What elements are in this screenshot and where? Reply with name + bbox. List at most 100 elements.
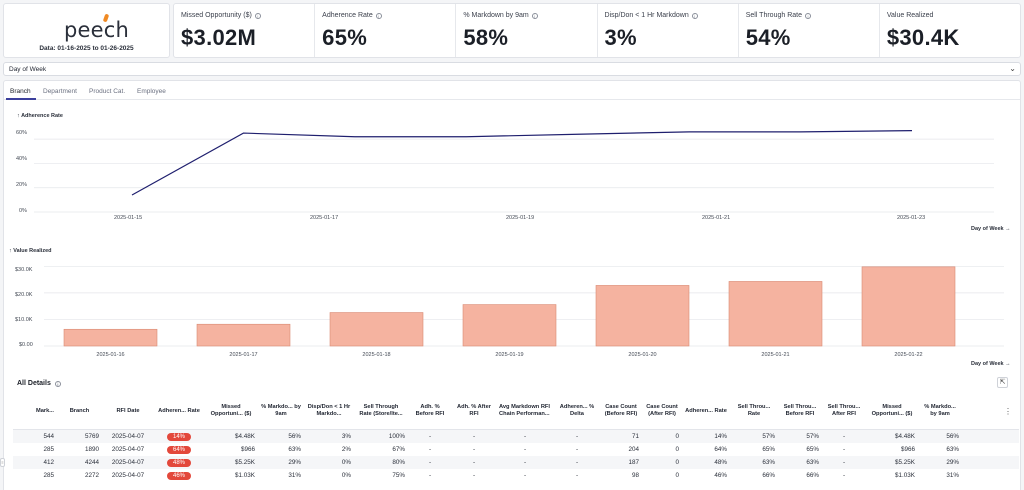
x-tick: 2025-01-20 bbox=[628, 352, 656, 358]
column-header[interactable]: Adheren... Rate bbox=[685, 407, 727, 414]
table-cell: 63% bbox=[288, 446, 301, 453]
table-row[interactable]: 544 5769 2025-04-07 14% $4.48K 56% 3% 100% - - - - 7… bbox=[13, 430, 1019, 443]
table-cell: 2025-04-07 bbox=[111, 446, 145, 453]
table-row[interactable]: 285 2272 2025-04-07 46% $1.03K 31% 0% 75% - - - - 98… bbox=[13, 469, 1019, 482]
y-tick: $20.0K bbox=[15, 292, 33, 298]
column-header[interactable]: Sell Throu... Before RFI bbox=[783, 404, 817, 417]
kpi-missed-opportunity: Missed Opportunity ($) i $3.02M bbox=[174, 4, 314, 57]
brand-logo: peech bbox=[64, 18, 130, 42]
table-cell: 66% bbox=[806, 472, 819, 479]
info-icon[interactable]: i bbox=[375, 12, 382, 19]
adherence-badge: 14% bbox=[166, 432, 191, 441]
column-header[interactable]: Adheren... % Delta bbox=[559, 404, 595, 417]
table-cell: 67% bbox=[392, 446, 405, 453]
table-cell: - bbox=[428, 446, 432, 453]
column-header[interactable]: Branch bbox=[69, 407, 90, 414]
data-point[interactable] bbox=[575, 132, 580, 137]
table-cell: 98 bbox=[631, 472, 639, 479]
x-axis-link[interactable]: Day of Week → bbox=[971, 361, 1011, 367]
line-chart-title[interactable]: ↑ Adherence Rate bbox=[17, 113, 63, 119]
y-tick: $0.00 bbox=[19, 342, 33, 348]
bar[interactable] bbox=[595, 285, 690, 347]
all-details-label: All Details bbox=[17, 380, 51, 387]
table-cell: 46% bbox=[154, 471, 204, 480]
value-realized-bar-chart bbox=[44, 265, 1004, 347]
column-header[interactable]: Case Count (After RFI) bbox=[646, 404, 678, 417]
column-header[interactable]: Adheren... Rate bbox=[158, 407, 200, 414]
kpi-card: Missed Opportunity ($) i $3.02M Adherence… bbox=[173, 3, 1021, 58]
column-header[interactable]: Missed Opportuni... ($) bbox=[871, 404, 913, 417]
data-point[interactable] bbox=[910, 128, 915, 133]
adherence-badge: 64% bbox=[166, 445, 191, 454]
data-point[interactable] bbox=[464, 134, 469, 139]
bar-chart-title[interactable]: ↑ Value Realized bbox=[9, 248, 52, 254]
x-tick: 2025-01-19 bbox=[506, 215, 535, 221]
x-axis-link[interactable]: Day of Week → bbox=[971, 226, 1011, 232]
column-header[interactable]: Sell Throu... Rate bbox=[737, 404, 771, 417]
table-cell: 57% bbox=[806, 433, 819, 440]
table-row[interactable]: 285 1890 2025-04-07 64% $966 63% 2% 67% - - - - 204 0… bbox=[13, 443, 1019, 456]
export-icon[interactable]: ⇱ bbox=[997, 377, 1008, 388]
info-icon[interactable]: i bbox=[54, 380, 61, 387]
data-point[interactable] bbox=[687, 129, 692, 134]
bar[interactable] bbox=[329, 312, 424, 347]
x-tick: 2025-01-21 bbox=[761, 352, 789, 358]
table-cell: 65% bbox=[806, 446, 819, 453]
table-cell: 0% bbox=[341, 472, 351, 479]
column-header[interactable]: RFI Date bbox=[116, 407, 140, 414]
table-cell: 412 bbox=[43, 459, 54, 466]
data-point[interactable] bbox=[798, 129, 803, 134]
tab-department[interactable]: Department bbox=[43, 88, 77, 95]
dimension-select[interactable]: Day of Week ⌄ bbox=[3, 62, 1021, 76]
adherence-badge: 48% bbox=[166, 458, 191, 467]
bar[interactable] bbox=[196, 323, 291, 347]
column-header[interactable]: Sell Through Rate (Store/Ite... bbox=[359, 404, 403, 417]
main-panel: Branch Department Product Cat. Employee … bbox=[3, 80, 1021, 490]
x-tick: 2025-01-15 bbox=[114, 215, 143, 221]
info-icon[interactable]: i bbox=[691, 12, 698, 19]
column-header[interactable]: Adh. % After RFI bbox=[457, 404, 491, 417]
column-header[interactable]: Missed Opportuni... ($) bbox=[210, 404, 252, 417]
tab-product-cat[interactable]: Product Cat. bbox=[89, 88, 126, 95]
column-header[interactable]: % Markdo... by 9am bbox=[261, 404, 301, 417]
table-cell: 0 bbox=[675, 433, 679, 440]
bar[interactable] bbox=[63, 328, 158, 347]
adherence-series-line[interactable] bbox=[131, 130, 913, 196]
tab-employee[interactable]: Employee bbox=[137, 88, 166, 95]
info-icon[interactable]: i bbox=[254, 12, 261, 19]
table-row[interactable]: 412 4244 2025-04-07 48% $5.25K 29% 0% 80% - - - - 18… bbox=[13, 456, 1019, 469]
column-header[interactable]: Adh. % Before RFI bbox=[415, 404, 445, 417]
bar[interactable] bbox=[462, 304, 557, 347]
column-header[interactable]: Case Count (Before RFI) bbox=[604, 404, 638, 417]
table-cell: 29% bbox=[288, 459, 301, 466]
column-header[interactable]: Sell Throu... After RFI bbox=[827, 404, 861, 417]
table-cell: - bbox=[842, 446, 846, 453]
data-point[interactable] bbox=[352, 134, 357, 139]
x-tick: 2025-01-17 bbox=[310, 215, 339, 221]
bar[interactable] bbox=[728, 281, 823, 347]
column-header[interactable]: Avg Markdown RFI Chain Performan... bbox=[499, 404, 550, 417]
data-point[interactable] bbox=[241, 131, 246, 136]
info-icon[interactable]: i bbox=[531, 12, 538, 19]
table-cell: 63% bbox=[806, 459, 819, 466]
table-cell: 1890 bbox=[84, 446, 99, 453]
table-header-row: Mark... Branch RFI Date Adheren... Rate Miss… bbox=[13, 393, 1019, 430]
kpi-disp-don-markdown: Disp/Don < 1 Hr Markdown i 3% bbox=[596, 4, 738, 57]
column-header[interactable]: Disp/Don < 1 Hr Markdo... bbox=[307, 404, 351, 417]
kpi-value: $30.4K bbox=[886, 25, 960, 50]
column-header[interactable]: % Markdo... by 9am bbox=[924, 404, 956, 417]
x-tick: 2025-01-22 bbox=[894, 352, 922, 358]
table-cell: - bbox=[523, 472, 527, 479]
data-point[interactable] bbox=[130, 193, 135, 198]
dimension-select-value: Day of Week bbox=[9, 66, 47, 73]
table-cell: 2025-04-07 bbox=[111, 459, 145, 466]
table-cell: - bbox=[523, 446, 527, 453]
more-options-icon[interactable]: ⋮ bbox=[1004, 407, 1012, 416]
info-icon[interactable]: i bbox=[804, 12, 811, 19]
tab-branch[interactable]: Branch bbox=[10, 88, 31, 95]
column-header[interactable]: Mark... bbox=[35, 407, 54, 414]
brand-card: peech Data: 01-16-2025 to 01-26-2025 bbox=[3, 3, 170, 58]
y-tick: 20% bbox=[16, 182, 28, 188]
drag-handle-icon[interactable]: ≡ bbox=[0, 458, 5, 467]
bar[interactable] bbox=[861, 266, 956, 347]
